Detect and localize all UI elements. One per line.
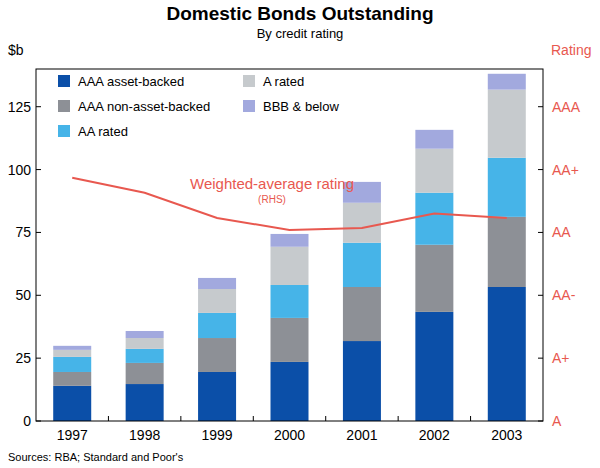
bar [415, 312, 453, 421]
title: Domestic Bonds Outstanding [166, 3, 433, 24]
bar [488, 217, 526, 287]
plot-frame [36, 69, 543, 421]
bar [271, 234, 309, 247]
legend-label: BBB & below [263, 99, 339, 114]
x-tick [470, 416, 471, 421]
x-tick-label: 1999 [201, 427, 232, 443]
x-tick-label: 1997 [57, 427, 88, 443]
y2-tick [538, 421, 543, 422]
legend-swatch [58, 125, 70, 137]
y2-tick-label: AA- [552, 287, 576, 303]
bar [343, 203, 381, 243]
legend-swatch [243, 100, 255, 112]
bar [53, 346, 91, 350]
bar [488, 287, 526, 421]
legend-swatch [58, 75, 70, 87]
bar [126, 349, 164, 363]
y2-tick-label: AA [552, 224, 571, 240]
x-tick [108, 416, 109, 421]
x-tick [180, 416, 181, 421]
marks [53, 74, 526, 421]
x-tick-label: 1998 [129, 427, 160, 443]
y2-tick [538, 169, 543, 170]
legend-label: A rated [263, 74, 304, 89]
source: Sources: RBA; Standard and Poor's [8, 451, 184, 463]
y2-tick [538, 232, 543, 233]
y-tick [36, 106, 41, 107]
y2-tick-label: AAA [552, 99, 581, 115]
bar [343, 243, 381, 287]
x-tick-label: 2000 [274, 427, 305, 443]
bar [126, 338, 164, 349]
bar [415, 130, 453, 149]
y-tick-label: 50 [15, 287, 31, 303]
subtitle: By credit rating [257, 26, 344, 41]
bar [271, 362, 309, 421]
bar [343, 287, 381, 341]
bar [53, 357, 91, 372]
y2-tick-label: AA+ [552, 162, 579, 178]
y-tick-label: 100 [8, 162, 32, 178]
bar [415, 149, 453, 193]
legend-swatch [243, 75, 255, 87]
bar [271, 318, 309, 362]
bar [198, 278, 236, 289]
bar [488, 90, 526, 158]
bar [488, 158, 526, 217]
bar [198, 372, 236, 421]
bar [53, 386, 91, 421]
y2-tick [538, 358, 543, 359]
bar [271, 285, 309, 318]
legend-label: AA rated [78, 124, 128, 139]
bar [271, 247, 309, 285]
legend-label: AAA asset-backed [78, 74, 184, 89]
y2-tick [538, 295, 543, 296]
bar [415, 245, 453, 312]
y-tick [36, 169, 41, 170]
legend: AAA asset-backed AAA non-asset-backed AA r… [58, 74, 339, 139]
bar [198, 289, 236, 313]
y-tick-label: 25 [15, 350, 31, 366]
series-label: Weighted-average rating [190, 175, 354, 192]
y-tick [36, 232, 41, 233]
y2-axis-label: Rating [551, 42, 591, 58]
legend-swatch [58, 100, 70, 112]
x-tick [325, 416, 326, 421]
y2-tick-label: A [552, 413, 562, 429]
annotation: (RHS) [258, 194, 286, 205]
legend-label: AAA non-asset-backed [78, 99, 210, 114]
y-tick-label: 125 [8, 99, 32, 115]
x-tick-label: 2001 [346, 427, 377, 443]
y2-tick-label: A+ [552, 350, 570, 366]
bar [198, 313, 236, 338]
bar [53, 350, 91, 357]
bar [343, 341, 381, 421]
bar [126, 363, 164, 384]
y-tick [36, 295, 41, 296]
bar [415, 193, 453, 245]
x-tick [253, 416, 254, 421]
y-axis-label: $b [8, 42, 24, 58]
bar [198, 338, 236, 372]
x-tick-label: 2003 [491, 427, 522, 443]
x-tick-label: 2002 [419, 427, 450, 443]
bar [126, 384, 164, 421]
y-tick [36, 358, 41, 359]
y-tick-label: 75 [15, 224, 31, 240]
chart: Domestic Bonds Outstanding By credit rati… [0, 0, 600, 468]
x-tick [398, 416, 399, 421]
y2-tick [538, 106, 543, 107]
bar [53, 372, 91, 386]
y-tick-label: 0 [23, 413, 31, 429]
bar [488, 74, 526, 90]
bar [126, 331, 164, 338]
y-tick [36, 421, 41, 422]
